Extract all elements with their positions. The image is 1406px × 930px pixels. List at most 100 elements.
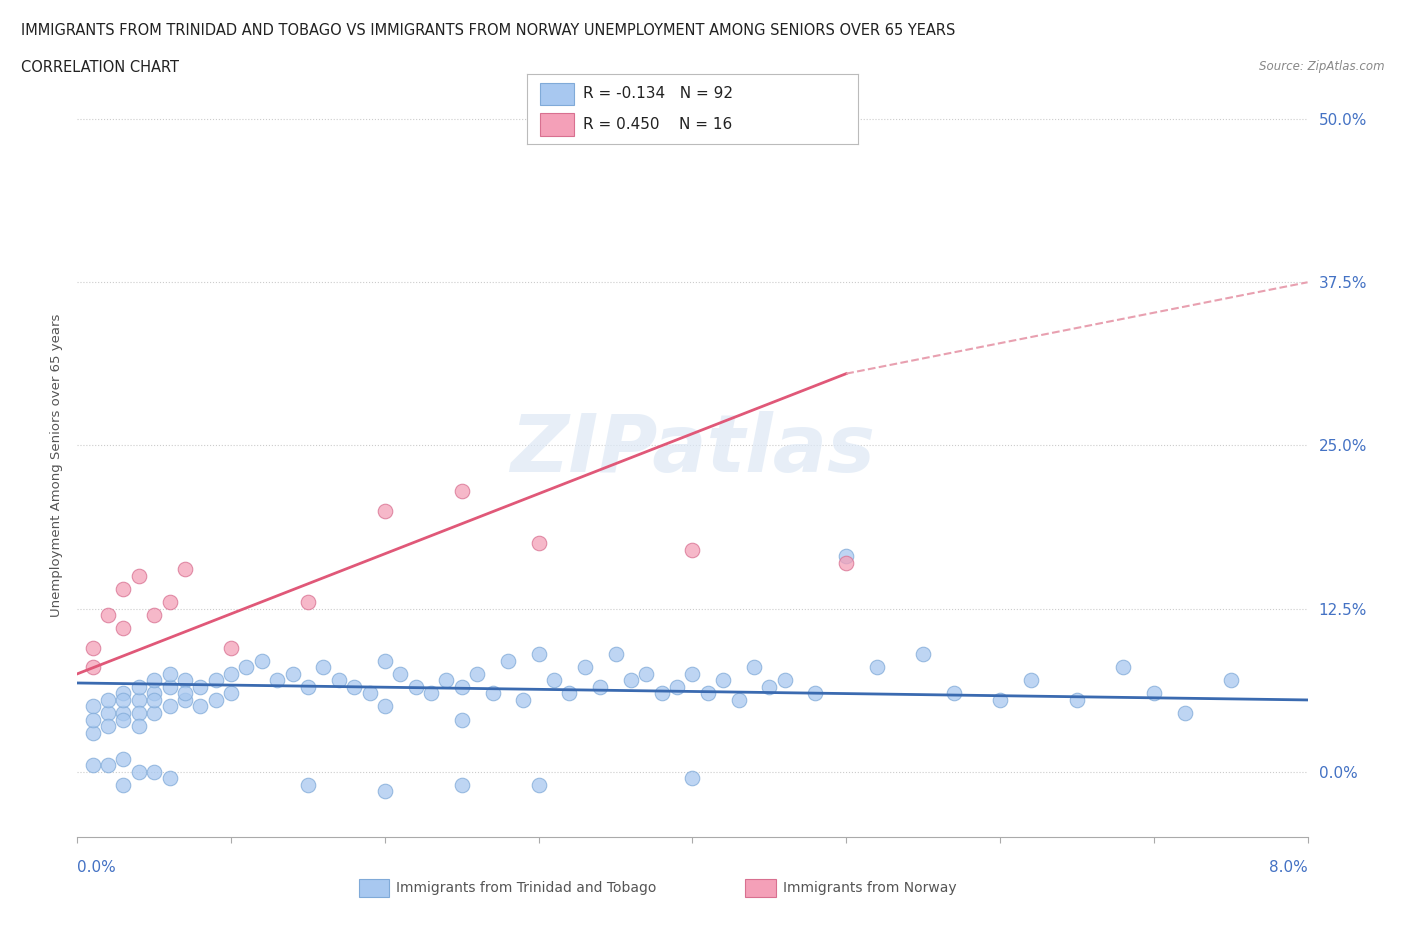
Point [758,680,780,695]
Point [636,667,658,682]
Point [343,680,366,695]
Point [219,667,242,682]
Point [1066,693,1088,708]
Point [128,719,150,734]
Text: CORRELATION CHART: CORRELATION CHART [21,60,179,75]
Point [527,647,550,662]
Point [1174,706,1197,721]
Point [450,484,472,498]
Point [159,667,181,682]
Point [682,667,704,682]
Point [420,686,443,701]
Point [711,673,734,688]
Point [450,777,472,792]
Point [512,693,534,708]
Point [112,620,135,635]
Point [1219,673,1241,688]
Point [297,680,319,695]
Point [297,777,319,792]
Point [988,693,1011,708]
Point [558,686,581,701]
Point [159,594,181,609]
Text: 8.0%: 8.0% [1268,860,1308,875]
Point [112,712,135,727]
Point [835,555,858,570]
Text: 0.0%: 0.0% [77,860,117,875]
Point [97,719,120,734]
Text: R = -0.134   N = 92: R = -0.134 N = 92 [583,86,734,101]
Text: IMMIGRANTS FROM TRINIDAD AND TOBAGO VS IMMIGRANTS FROM NORWAY UNEMPLOYMENT AMONG: IMMIGRANTS FROM TRINIDAD AND TOBAGO VS I… [21,23,956,38]
Point [297,594,319,609]
Point [1143,686,1166,701]
Point [328,673,350,688]
Point [82,725,104,740]
Point [219,686,242,701]
Point [174,686,197,701]
Point [112,581,135,596]
Point [82,758,104,773]
Point [543,673,565,688]
Point [128,706,150,721]
Point [174,673,197,688]
Point [773,673,796,688]
Point [1019,673,1042,688]
Point [574,660,596,675]
Point [605,647,627,662]
Text: R = 0.450    N = 16: R = 0.450 N = 16 [583,117,733,132]
Point [742,660,765,675]
Point [97,693,120,708]
Point [682,771,704,786]
Point [835,549,858,564]
Point [696,686,718,701]
Point [188,680,212,695]
Point [942,686,965,701]
Text: Immigrants from Trinidad and Tobago: Immigrants from Trinidad and Tobago [396,881,657,896]
Point [374,784,396,799]
Point [82,699,104,714]
Point [266,673,288,688]
Point [128,693,150,708]
Point [143,764,166,779]
Point [651,686,673,701]
Point [465,667,488,682]
Point [682,542,704,557]
Point [97,607,120,622]
Point [112,751,135,766]
Text: Immigrants from Norway: Immigrants from Norway [783,881,956,896]
Point [496,654,519,669]
Point [112,686,135,701]
Point [527,777,550,792]
Point [82,660,104,675]
Point [312,660,335,675]
Point [204,693,226,708]
Point [436,673,458,688]
Point [389,667,412,682]
Point [143,686,166,701]
Point [666,680,689,695]
Point [174,693,197,708]
Point [250,654,273,669]
Point [450,712,472,727]
Point [128,764,150,779]
Point [97,706,120,721]
Point [219,640,242,655]
Point [174,562,197,577]
Point [159,699,181,714]
Point [866,660,889,675]
Point [204,673,226,688]
Point [143,706,166,721]
Point [481,686,503,701]
Text: Source: ZipAtlas.com: Source: ZipAtlas.com [1260,60,1385,73]
Point [128,568,150,583]
Point [620,673,643,688]
Text: ZIPatlas: ZIPatlas [510,411,875,489]
Point [374,654,396,669]
Point [1112,660,1135,675]
Point [82,640,104,655]
Point [97,758,120,773]
Bar [540,113,574,136]
Point [82,712,104,727]
Point [281,667,304,682]
Point [527,536,550,551]
Point [374,503,396,518]
